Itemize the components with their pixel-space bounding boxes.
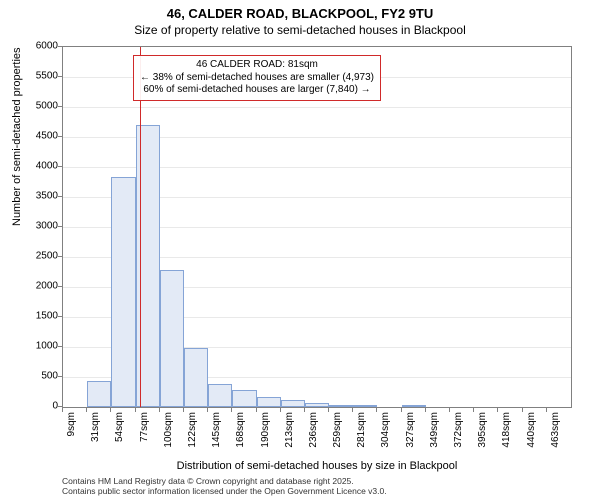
ytick-label: 6000 [18,41,58,52]
ytick-label: 1000 [18,341,58,352]
ytick-label: 3500 [18,191,58,202]
histogram-bar [402,405,426,407]
ytick-label: 2500 [18,251,58,262]
histogram-bar [160,270,184,407]
xtick-label: 236sqm [308,412,319,456]
histogram-bar [184,348,208,407]
x-axis-label: Distribution of semi-detached houses by … [62,460,572,472]
xtick-mark [207,408,208,412]
xtick-mark [425,408,426,412]
xtick-mark [497,408,498,412]
ytick-mark [58,166,62,167]
ytick-label: 5500 [18,71,58,82]
xtick-label: 31sqm [90,412,101,456]
ytick-mark [58,76,62,77]
callout-line: 46 CALDER ROAD: 81sqm [140,59,374,72]
footer-line2: Contains public sector information licen… [62,487,387,497]
xtick-label: 304sqm [380,412,391,456]
xtick-mark [401,408,402,412]
xtick-label: 281sqm [356,412,367,456]
histogram-bar [111,177,135,407]
xtick-label: 395sqm [477,412,488,456]
xtick-mark [352,408,353,412]
ytick-mark [58,226,62,227]
ytick-mark [58,406,62,407]
callout-line: ← 38% of semi-detached houses are smalle… [140,72,374,85]
chart-title-sub: Size of property relative to semi-detach… [0,23,600,37]
ytick-label: 5000 [18,101,58,112]
footer-attribution: Contains HM Land Registry data © Crown c… [62,477,387,497]
xtick-label: 418sqm [501,412,512,456]
xtick-mark [546,408,547,412]
callout-box: 46 CALDER ROAD: 81sqm← 38% of semi-detac… [133,55,381,101]
histogram-bar [257,397,281,407]
xtick-mark [62,408,63,412]
callout-line: 60% of semi-detached houses are larger (… [140,84,374,97]
xtick-mark [110,408,111,412]
plot-area: 46 CALDER ROAD: 81sqm← 38% of semi-detac… [62,46,572,408]
xtick-mark [280,408,281,412]
ytick-label: 2000 [18,281,58,292]
xtick-label: 168sqm [235,412,246,456]
xtick-mark [304,408,305,412]
xtick-mark [135,408,136,412]
xtick-mark [256,408,257,412]
xtick-label: 213sqm [284,412,295,456]
ytick-mark [58,256,62,257]
xtick-label: 190sqm [260,412,271,456]
xtick-label: 259sqm [332,412,343,456]
histogram-bar [329,405,353,407]
ytick-mark [58,286,62,287]
ytick-mark [58,106,62,107]
ytick-mark [58,376,62,377]
ytick-mark [58,136,62,137]
ytick-label: 4500 [18,131,58,142]
xtick-mark [522,408,523,412]
xtick-label: 77sqm [139,412,150,456]
xtick-label: 145sqm [211,412,222,456]
ytick-mark [58,196,62,197]
ytick-label: 0 [18,401,58,412]
histogram-bar [87,381,111,407]
xtick-label: 463sqm [550,412,561,456]
xtick-label: 100sqm [163,412,174,456]
xtick-label: 9sqm [66,412,77,456]
ytick-label: 1500 [18,311,58,322]
histogram-bar [281,400,305,407]
xtick-label: 327sqm [405,412,416,456]
chart-title-main: 46, CALDER ROAD, BLACKPOOL, FY2 9TU [0,6,600,21]
xtick-label: 349sqm [429,412,440,456]
xtick-mark [183,408,184,412]
ytick-label: 3000 [18,221,58,232]
xtick-mark [473,408,474,412]
xtick-mark [86,408,87,412]
histogram-bar [305,403,329,407]
histogram-bar [353,405,377,407]
xtick-label: 122sqm [187,412,198,456]
xtick-mark [159,408,160,412]
ytick-mark [58,316,62,317]
xtick-mark [231,408,232,412]
ytick-label: 4000 [18,161,58,172]
xtick-mark [328,408,329,412]
ytick-label: 500 [18,371,58,382]
xtick-mark [449,408,450,412]
histogram-bar [208,384,232,407]
xtick-label: 440sqm [526,412,537,456]
xtick-mark [376,408,377,412]
xtick-label: 372sqm [453,412,464,456]
ytick-mark [58,46,62,47]
marker-line [140,47,141,407]
xtick-label: 54sqm [114,412,125,456]
ytick-mark [58,346,62,347]
histogram-bar [232,390,256,407]
